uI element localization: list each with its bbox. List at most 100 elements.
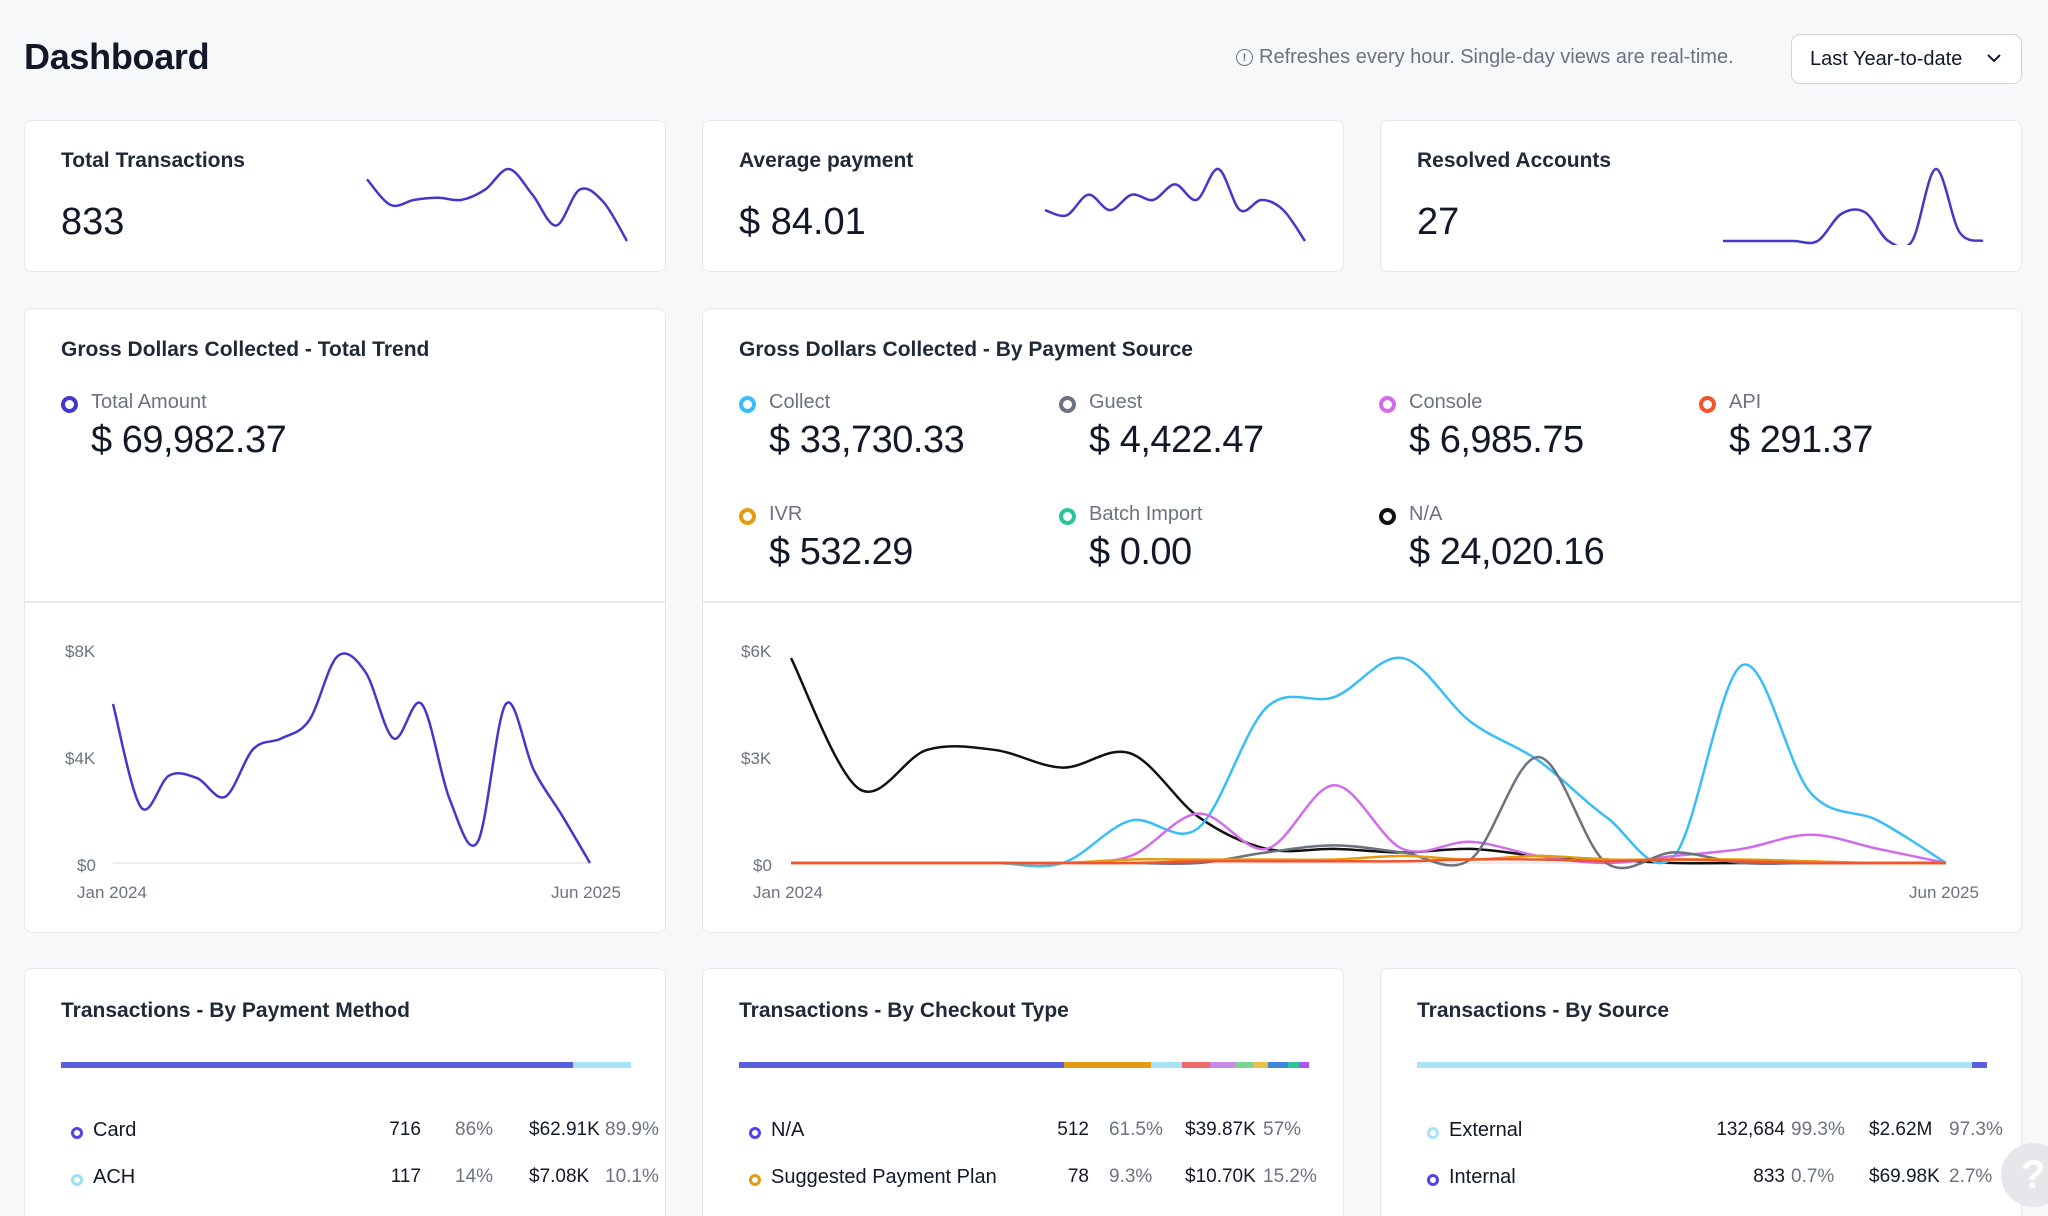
- row-name: N/A: [771, 1119, 805, 1141]
- row-count: 117: [390, 1166, 421, 1187]
- kpi-title: Resolved Accounts: [1417, 149, 1612, 172]
- legend-label: Batch Import: [1089, 503, 1203, 525]
- row-name: ACH: [93, 1166, 136, 1188]
- row-pct: 0.7%: [1791, 1166, 1835, 1187]
- total-trend-chart: [111, 652, 592, 864]
- row-pct: 14%: [455, 1166, 494, 1187]
- bar-segment: [1253, 1062, 1268, 1068]
- legend-value: $ 0.00: [1089, 531, 1192, 573]
- divider: [703, 601, 2021, 603]
- bar-segment: [1287, 1062, 1300, 1068]
- series-dot-icon: [749, 1174, 761, 1186]
- series-line-api: [791, 857, 1946, 865]
- row-amount: $69.98K: [1869, 1166, 1940, 1187]
- legend-dot-icon: [1699, 396, 1716, 413]
- page-title: Dashboard: [24, 36, 210, 77]
- row-amount: $62.91K: [529, 1119, 600, 1140]
- checkout-type-bar: [739, 1062, 1309, 1068]
- checkout-type-card: Transactions - By Checkout Type N/A 512 …: [702, 968, 1344, 1216]
- row-count: 78: [1067, 1166, 1089, 1187]
- series-line-collect: [791, 656, 1947, 868]
- legend-value: $ 69,982.37: [91, 419, 287, 461]
- info-icon: !: [1236, 49, 1253, 66]
- row-amount: $39.87K: [1185, 1119, 1256, 1140]
- y-tick: $3K: [741, 749, 772, 768]
- table-row[interactable]: Card 716 86% $62.91K 89.9%: [61, 1119, 659, 1147]
- row-count: 716: [389, 1119, 421, 1140]
- kpi-value: $ 84.01: [739, 201, 866, 243]
- row-count: 833: [1753, 1166, 1785, 1187]
- bar-segment: [1236, 1062, 1254, 1068]
- legend-value: $ 6,985.75: [1409, 419, 1584, 461]
- table-row[interactable]: External 132,684 99.3% $2.62M 97.3%: [1417, 1119, 2017, 1147]
- row-amount: $10.70K: [1185, 1166, 1256, 1187]
- legend-label: Guest: [1089, 391, 1143, 413]
- bar-segment: [1299, 1062, 1309, 1068]
- table-row[interactable]: Suggested Payment Plan 78 9.3% $10.70K 1…: [739, 1166, 1329, 1194]
- row-amount: $2.62M: [1869, 1119, 1933, 1140]
- row-pct: 99.3%: [1791, 1119, 1845, 1140]
- by-source-title: Gross Dollars Collected - By Payment Sou…: [739, 338, 1193, 361]
- legend-label: N/A: [1409, 503, 1443, 525]
- series-dot-icon: [71, 1127, 83, 1139]
- total-trend-title: Gross Dollars Collected - Total Trend: [61, 338, 430, 361]
- checkout-type-title: Transactions - By Checkout Type: [739, 999, 1069, 1022]
- series-line-total-amount: [111, 652, 592, 864]
- legend-dot-icon: [61, 396, 78, 413]
- date-range-value: Last Year-to-date: [1810, 47, 1963, 70]
- legend-label: Total Amount: [91, 391, 207, 413]
- legend-dot-icon: [1059, 508, 1076, 525]
- row-amount-pct: 97.3%: [1949, 1119, 2003, 1140]
- kpi-title: Total Transactions: [61, 149, 245, 172]
- y-tick: $0: [77, 856, 96, 875]
- y-tick: $4K: [65, 749, 96, 768]
- row-amount-pct: 15.2%: [1263, 1166, 1317, 1187]
- by-source-card: Gross Dollars Collected - By Payment Sou…: [702, 308, 2022, 933]
- row-name: Suggested Payment Plan: [771, 1166, 997, 1188]
- date-range-select[interactable]: Last Year-to-date: [1791, 34, 2022, 84]
- legend-label: Console: [1409, 391, 1483, 413]
- kpi-title: Average payment: [739, 149, 914, 172]
- legend-label: IVR: [769, 503, 803, 525]
- legend-dot-icon: [739, 396, 756, 413]
- sparkline-resolved-accounts: [1722, 167, 1984, 245]
- table-row[interactable]: ACH 117 14% $7.08K 10.1%: [61, 1166, 659, 1194]
- row-amount-pct: 2.7%: [1949, 1166, 1993, 1187]
- kpi-value: 833: [61, 201, 125, 243]
- legend-value: $ 4,422.47: [1089, 419, 1264, 461]
- bar-segment: [61, 1062, 574, 1068]
- refresh-note-text: Refreshes every hour. Single-day views a…: [1259, 46, 1734, 68]
- table-row[interactable]: N/A 512 61.5% $39.87K 57%: [739, 1119, 1329, 1147]
- y-tick: $8K: [65, 642, 96, 661]
- bar-segment: [1210, 1062, 1236, 1068]
- legend-value: $ 291.37: [1729, 419, 1873, 461]
- source-tx-title: Transactions - By Source: [1417, 999, 1670, 1022]
- row-amount-pct: 57%: [1263, 1119, 1302, 1140]
- legend-value: $ 33,730.33: [769, 419, 965, 461]
- help-button[interactable]: ?: [2001, 1143, 2048, 1207]
- x-tick: Jun 2025: [1909, 883, 1979, 902]
- row-amount-pct: 10.1%: [605, 1166, 659, 1187]
- payment-method-bar: [61, 1062, 631, 1068]
- legend-dot-icon: [1059, 396, 1076, 413]
- bar-segment: [1150, 1062, 1182, 1068]
- row-count: 512: [1057, 1119, 1089, 1140]
- table-row[interactable]: Internal 833 0.7% $69.98K 2.7%: [1417, 1166, 2017, 1194]
- sparkline-series: [1044, 167, 1307, 242]
- row-pct: 9.3%: [1109, 1166, 1153, 1187]
- series-dot-icon: [1427, 1127, 1439, 1139]
- kpi-card-total-transactions: Total Transactions 833: [24, 120, 666, 272]
- bar-segment: [1971, 1062, 1987, 1068]
- row-name: External: [1449, 1119, 1523, 1141]
- series-line-n-a: [789, 657, 1946, 865]
- series-dot-icon: [71, 1174, 83, 1186]
- row-name: Internal: [1449, 1166, 1516, 1188]
- source-tx-card: Transactions - By Source External 132,68…: [1380, 968, 2022, 1216]
- sparkline-series: [366, 167, 629, 242]
- series-dot-icon: [1427, 1174, 1439, 1186]
- kpi-card-average-payment: Average payment $ 84.01: [702, 120, 1344, 272]
- x-tick: Jun 2025: [551, 883, 621, 902]
- bar-segment: [1417, 1062, 1972, 1068]
- legend-label: API: [1729, 391, 1762, 413]
- legend-dot-icon: [739, 508, 756, 525]
